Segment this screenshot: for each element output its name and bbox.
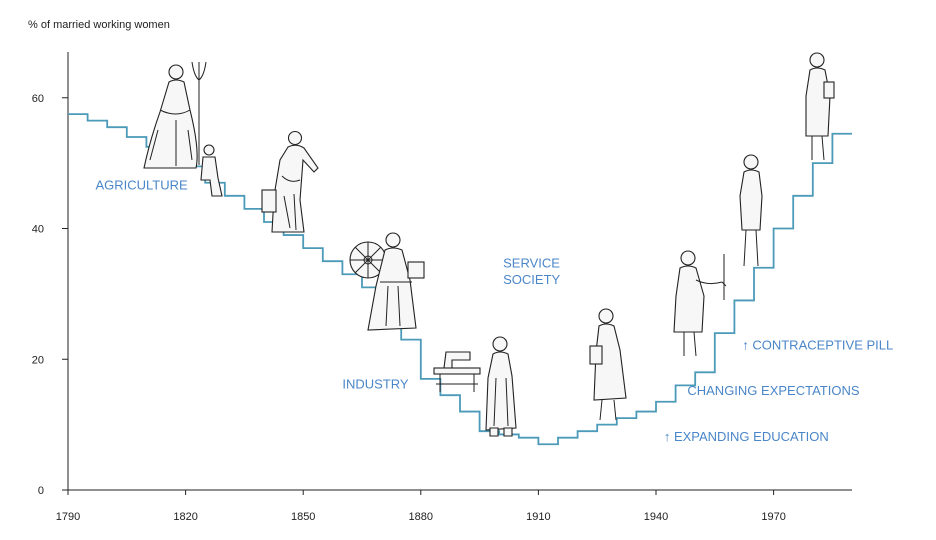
- x-tick-label: 1820: [173, 511, 197, 523]
- x-ticks: 1790 1820 1850 1880 1910 1940 1970: [56, 490, 786, 523]
- annotation-label: SERVICE: [503, 256, 560, 271]
- x-tick-label: 1790: [56, 511, 80, 523]
- x-tick-label: 1970: [761, 511, 785, 523]
- farm-woman-with-pitchfork-figure: [143, 61, 223, 197]
- x-tick-label: 1850: [291, 511, 315, 523]
- industry-woman-figure: [367, 232, 425, 331]
- y-ticks: 0 20 40 60: [32, 93, 68, 497]
- annotation-label: AGRICULTURE: [95, 177, 188, 192]
- y-tick-label: 0: [38, 485, 44, 497]
- y-tick-label: 60: [32, 93, 44, 105]
- spinning-wheel-icon: [349, 241, 387, 279]
- y-axis-label: % of married working women: [28, 19, 170, 31]
- x-tick-label: 1940: [644, 511, 668, 523]
- annotation-label: INDUSTRY: [342, 377, 409, 392]
- factory-worker-woman-figure: [485, 336, 517, 437]
- annotation-label: SOCIETY: [503, 272, 560, 287]
- sewing-machine-icon: [433, 351, 481, 392]
- x-tick-label: 1910: [526, 511, 550, 523]
- annotation-label: ↑ EXPANDING EDUCATION: [664, 429, 829, 444]
- woman-with-basket-figure: [261, 130, 319, 233]
- x-tick-label: 1880: [409, 511, 433, 523]
- modern-woman-figure: [805, 52, 835, 161]
- businesswoman-figure: [739, 154, 763, 267]
- professional-woman-figure: [673, 250, 727, 357]
- y-tick-label: 40: [32, 224, 44, 236]
- service-woman-figure: [589, 308, 627, 421]
- y-tick-label: 20: [32, 354, 44, 366]
- annotation-label: CHANGING EXPECTATIONS: [687, 383, 859, 398]
- annotation-label: ↑ CONTRACEPTIVE PILL: [742, 337, 893, 352]
